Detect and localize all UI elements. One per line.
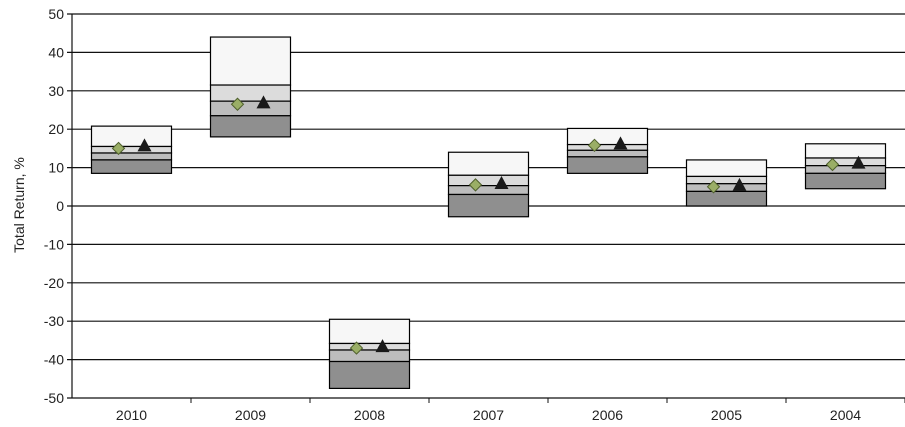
x-tick-label: 2010 (116, 407, 147, 423)
x-tick-label: 2008 (354, 407, 385, 423)
band-lower-mid (687, 184, 767, 192)
y-tick-label: 50 (48, 6, 64, 22)
box-2007 (449, 152, 529, 217)
y-tick-label: -40 (44, 352, 64, 368)
y-tick-label: 40 (48, 44, 64, 60)
band-top (211, 37, 291, 85)
band-top (92, 126, 172, 146)
y-tick-label: -50 (44, 390, 64, 406)
band-top (330, 319, 410, 343)
box-2004 (806, 144, 886, 189)
band-upper-mid (92, 146, 172, 153)
y-tick-label: 20 (48, 121, 64, 137)
y-tick-label: 0 (56, 198, 64, 214)
band-bottom (687, 191, 767, 206)
band-upper-mid (330, 343, 410, 350)
band-bottom (92, 160, 172, 173)
band-top (568, 128, 648, 144)
band-top (449, 152, 529, 175)
box-2006 (568, 128, 648, 173)
band-top (687, 160, 767, 177)
band-upper-mid (806, 158, 886, 166)
band-bottom (330, 362, 410, 389)
band-bottom (211, 116, 291, 137)
box-2009 (211, 37, 291, 137)
x-tick-label: 2007 (473, 407, 504, 423)
y-axis-label: Total Return, % (11, 157, 27, 253)
band-top (806, 144, 886, 158)
band-lower-mid (449, 186, 529, 195)
x-tick-label: 2006 (592, 407, 623, 423)
box-2008 (330, 319, 410, 388)
x-tick-labels: 2010 2009 2008 2007 2006 2005 2004 (116, 407, 861, 423)
band-lower-mid (806, 166, 886, 174)
band-lower-mid (330, 350, 410, 362)
y-tick-label: 30 (48, 83, 64, 99)
band-upper-mid (449, 175, 529, 185)
band-lower-mid (92, 153, 172, 160)
y-tick-labels: -50 -40 -30 -20 -10 0 10 20 30 40 50 (44, 6, 64, 406)
boxes-layer (92, 37, 886, 388)
band-upper-mid (568, 145, 648, 151)
y-tick-label: -30 (44, 313, 64, 329)
y-tick-label: -10 (44, 236, 64, 252)
x-tick-label: 2005 (711, 407, 742, 423)
band-lower-mid (211, 101, 291, 116)
band-lower-mid (568, 150, 648, 157)
band-bottom (806, 173, 886, 188)
y-tick-label: 10 (48, 160, 64, 176)
box-2010 (92, 126, 172, 173)
x-tick-label: 2004 (830, 407, 861, 423)
y-tick-label: -20 (44, 275, 64, 291)
box-2005 (687, 160, 767, 206)
band-bottom (568, 157, 648, 174)
x-tick-label: 2009 (235, 407, 266, 423)
band-bottom (449, 194, 529, 216)
band-upper-mid (211, 85, 291, 101)
band-upper-mid (687, 176, 767, 183)
